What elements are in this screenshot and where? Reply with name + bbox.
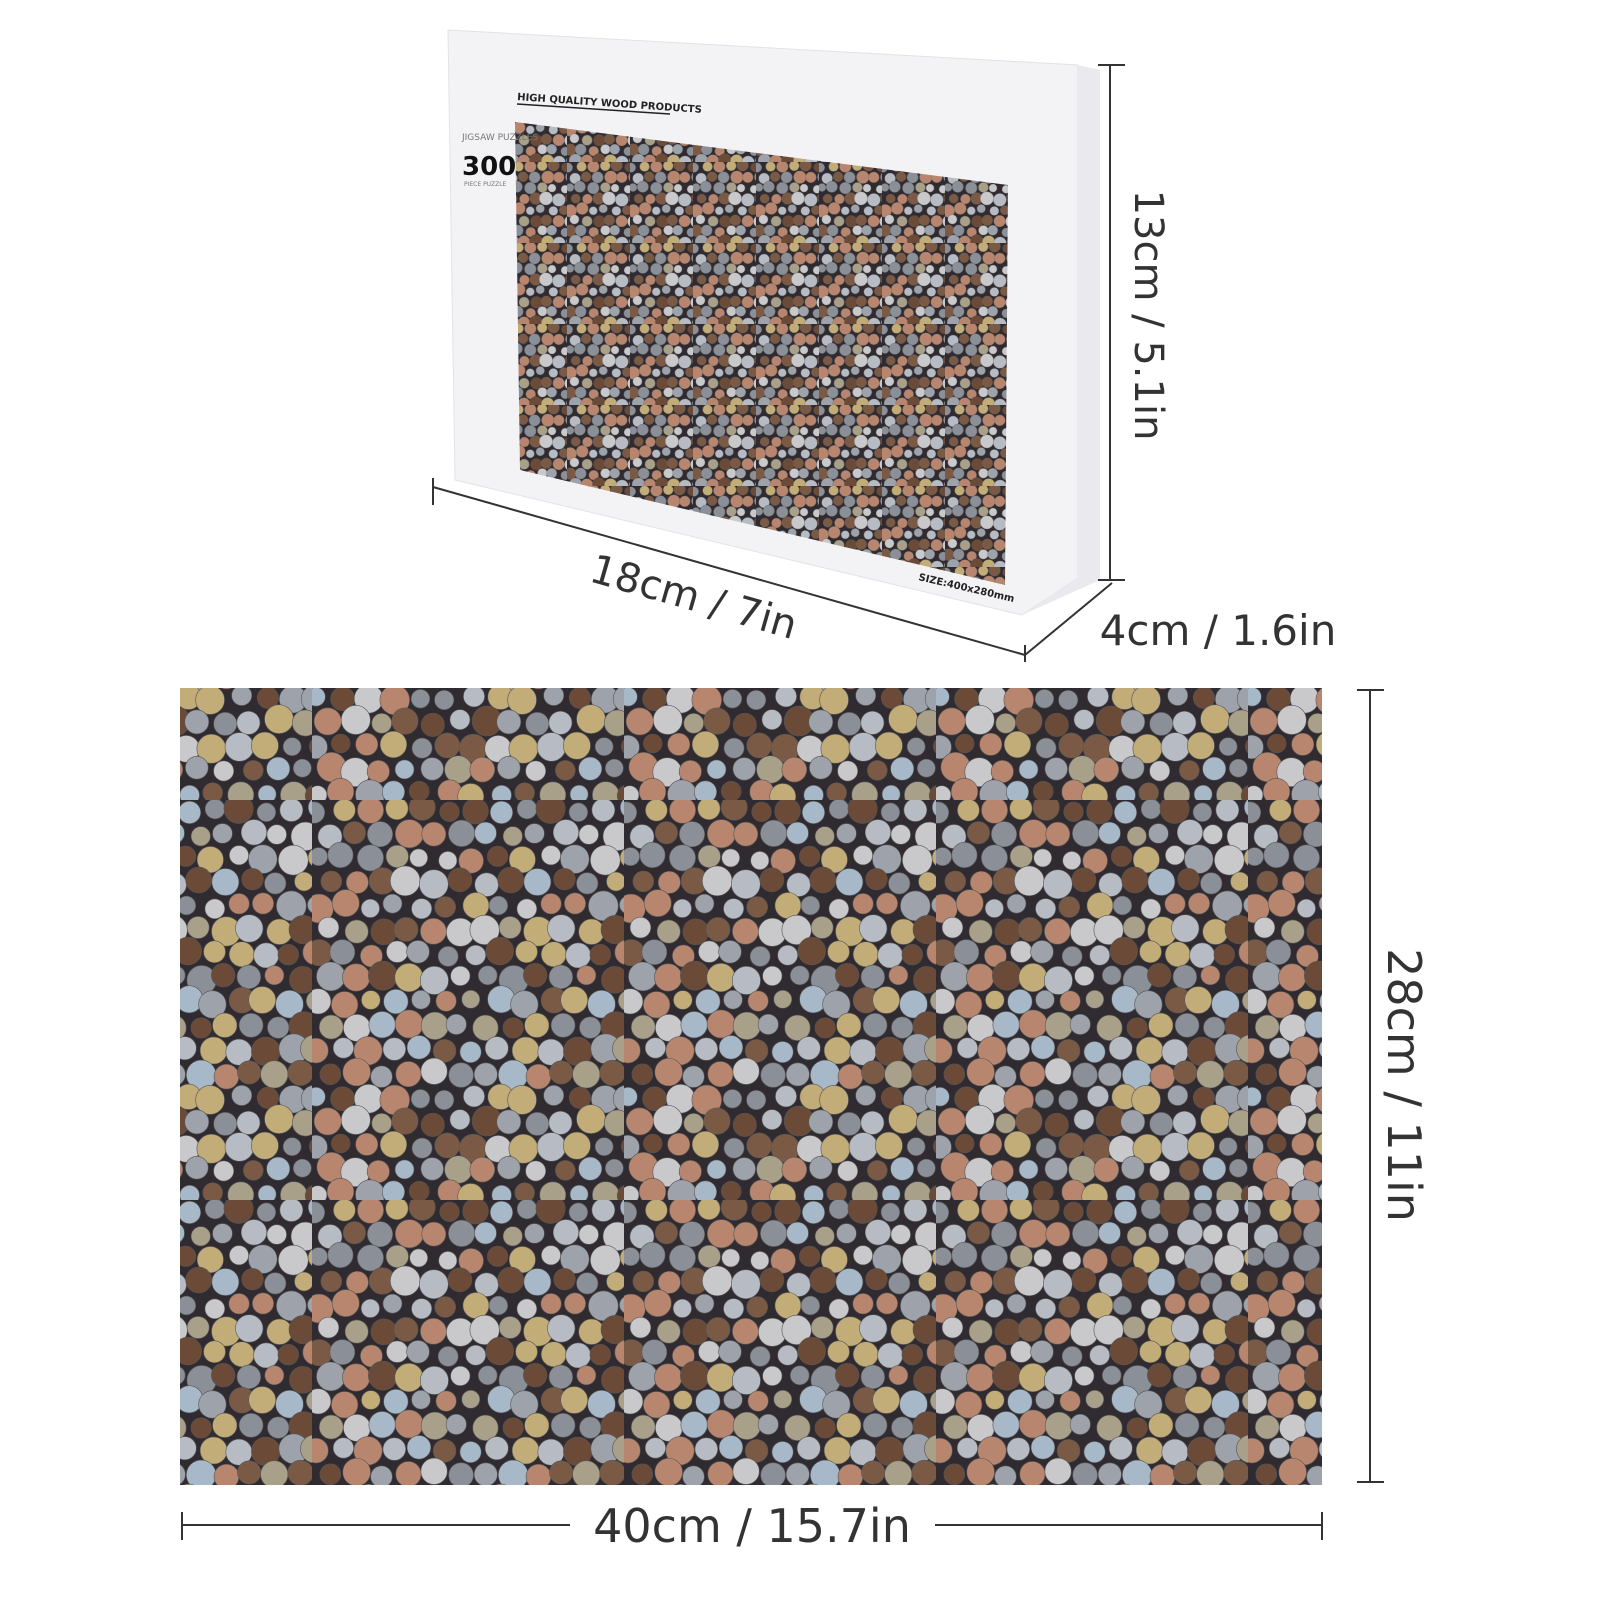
box-piece-count: 300	[462, 152, 516, 182]
puzzle-width-label: 40cm / 15.7in	[593, 1499, 911, 1553]
box-depth-label: 4cm / 1.6in	[1100, 606, 1337, 655]
box-category: JIGSAW PUZZLES	[461, 133, 538, 143]
box-piece-label: PIECE PUZZLE	[464, 181, 507, 188]
puzzle-image	[180, 688, 1322, 1485]
box-side	[1022, 65, 1100, 615]
puzzle-height-label: 28cm / 11in	[1377, 948, 1431, 1222]
box-dimension-lines	[432, 64, 1125, 662]
puzzle-box: HIGH QUALITY WOOD PRODUCTS JIGSAW PUZZLE…	[447, 29, 1100, 616]
box-cover-image	[515, 122, 1008, 585]
puzzle-dimension-lines	[181, 689, 1384, 1540]
box-height-label: 13cm / 5.1in	[1125, 190, 1171, 441]
